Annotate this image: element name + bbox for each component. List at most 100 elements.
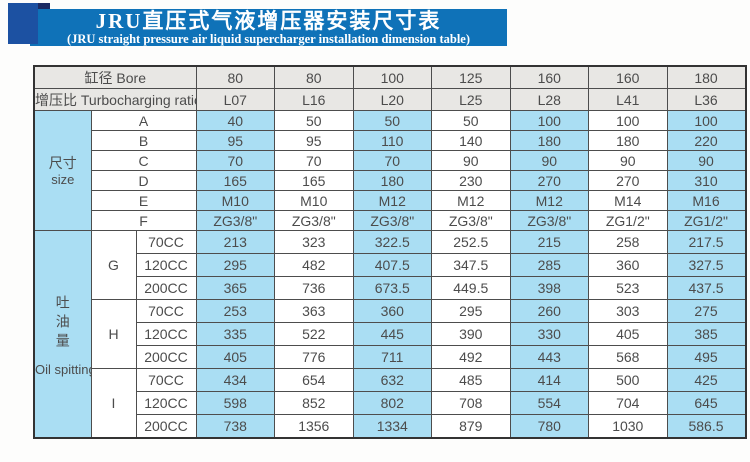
table-cell: 738: [195, 414, 276, 439]
table-cell: 327.5: [666, 253, 747, 277]
table-cell: 654: [274, 368, 354, 392]
table-cell: 323: [274, 230, 354, 254]
table-cell: 879: [431, 414, 511, 439]
table-cell: M12: [431, 190, 511, 211]
table-cell: 360: [588, 253, 668, 277]
table-row: F ZG3/8" ZG3/8" ZG3/8" ZG3/8" ZG3/8" ZG1…: [34, 210, 747, 231]
ratio-value: L16: [274, 88, 354, 111]
table-cell: 495: [666, 345, 747, 369]
table-row: B 95 95 110 140 180 180 220: [34, 130, 747, 151]
oil-row-label: 70CC: [135, 230, 197, 254]
ratio-value: L07: [195, 88, 276, 111]
size-row-label: B: [90, 130, 197, 151]
table-cell: 398: [509, 276, 590, 300]
ratio-value: L36: [666, 88, 747, 111]
table-row: I 70CC 434 654 632 485 414 500 425: [34, 368, 747, 439]
oil-section-label: 吐油量 Oil spitting: [33, 230, 92, 439]
oil-row-label: 120CC: [135, 253, 197, 277]
table-cell: 90: [509, 150, 590, 171]
table-cell: 230: [431, 170, 511, 191]
table-cell: 522: [274, 322, 354, 346]
table-cell: 253: [195, 299, 276, 323]
bore-value: 100: [352, 65, 433, 89]
table-cell: ZG1/2": [666, 210, 747, 231]
dimension-table: 缸径 Bore 80 80 100 125 160 160 180 增压比 Tu…: [33, 65, 747, 439]
oil-label-zh: 吐油量: [54, 294, 71, 352]
table-cell: 434: [195, 368, 276, 392]
bore-value: 80: [274, 65, 354, 89]
bore-value: 180: [666, 65, 747, 89]
oil-row-label: 120CC: [135, 322, 197, 346]
table-cell: 360: [352, 299, 433, 323]
oil-row-label: 70CC: [135, 368, 197, 392]
table-cell: 180: [352, 170, 433, 191]
ribbon-fold: [36, 3, 50, 14]
table-cell: 295: [431, 299, 511, 323]
table-cell: ZG1/2": [588, 210, 668, 231]
bore-value: 160: [509, 65, 590, 89]
table-cell: 523: [588, 276, 668, 300]
ratio-value: L28: [509, 88, 590, 111]
table-cell: M14: [588, 190, 668, 211]
table-cell: M16: [666, 190, 747, 211]
table-cell: ZG3/8": [274, 210, 354, 231]
table-cell: 70: [195, 150, 276, 171]
table-cell: 252.5: [431, 230, 511, 254]
bore-value: 160: [588, 65, 668, 89]
table-cell: 335: [195, 322, 276, 346]
table-cell: 50: [274, 110, 354, 131]
table-cell: 711: [352, 345, 433, 369]
page-subtitle: (JRU straight pressure air liquid superc…: [66, 32, 471, 46]
table-cell: 365: [195, 276, 276, 300]
table-cell: M10: [195, 190, 276, 211]
table-row: 120CC 295 482 407.5 347.5 285 360 327.5: [34, 253, 747, 277]
page-title: JRU直压式气液增压器安装尺寸表: [95, 9, 442, 33]
table-cell: M10: [274, 190, 354, 211]
table-cell: 485: [431, 368, 511, 392]
table-cell: 437.5: [666, 276, 747, 300]
table-cell: 673.5: [352, 276, 433, 300]
table-cell: 322.5: [352, 230, 433, 254]
table-cell: 780: [509, 414, 590, 439]
table-cell: 1334: [352, 414, 433, 439]
table-cell: 180: [509, 130, 590, 151]
table-cell: 405: [195, 345, 276, 369]
oil-row-label: 200CC: [135, 276, 197, 300]
table-cell: 90: [666, 150, 747, 171]
table-row: 200CC 365 736 673.5 449.5 398 523 437.5: [34, 276, 747, 300]
bore-label: 缸径 Bore: [33, 65, 197, 89]
oil-group-label: G: [90, 230, 137, 300]
table-cell: 598: [195, 391, 276, 415]
size-label-zh: 尺寸: [48, 154, 77, 171]
table-cell: 385: [666, 322, 747, 346]
table-cell: 40: [195, 110, 276, 131]
table-row: 120CC 335 522 445 390 330 405 385: [34, 322, 747, 346]
table-cell: 736: [274, 276, 354, 300]
table-cell: 445: [352, 322, 433, 346]
oil-row-label: 70CC: [135, 299, 197, 323]
size-section-label: 尺寸 size: [33, 110, 92, 231]
table-cell: 50: [431, 110, 511, 131]
table-cell: 90: [431, 150, 511, 171]
table-row: 尺寸 size A 40 50 50 50 100 100 100: [33, 110, 747, 231]
table-cell: 100: [588, 110, 668, 131]
table-cell: 776: [274, 345, 354, 369]
table-cell: 50: [352, 110, 433, 131]
bore-value: 80: [195, 65, 276, 89]
table-row: E M10 M10 M12 M12 M12 M14 M16: [34, 190, 747, 211]
table-cell: 303: [588, 299, 668, 323]
table-row: C 70 70 70 90 90 90 90: [34, 150, 747, 171]
table-cell: 632: [352, 368, 433, 392]
table-cell: M12: [509, 190, 590, 211]
table-cell: 90: [588, 150, 668, 171]
table-cell: 275: [666, 299, 747, 323]
ratio-value: L25: [431, 88, 511, 111]
table-cell: 407.5: [352, 253, 433, 277]
table-cell: 110: [352, 130, 433, 151]
table-row: D 165 165 180 230 270 270 310: [34, 170, 747, 191]
table-cell: 213: [195, 230, 276, 254]
table-cell: 70: [274, 150, 354, 171]
table-cell: 645: [666, 391, 747, 415]
table-cell: 425: [666, 368, 747, 392]
table-cell: 95: [195, 130, 276, 151]
